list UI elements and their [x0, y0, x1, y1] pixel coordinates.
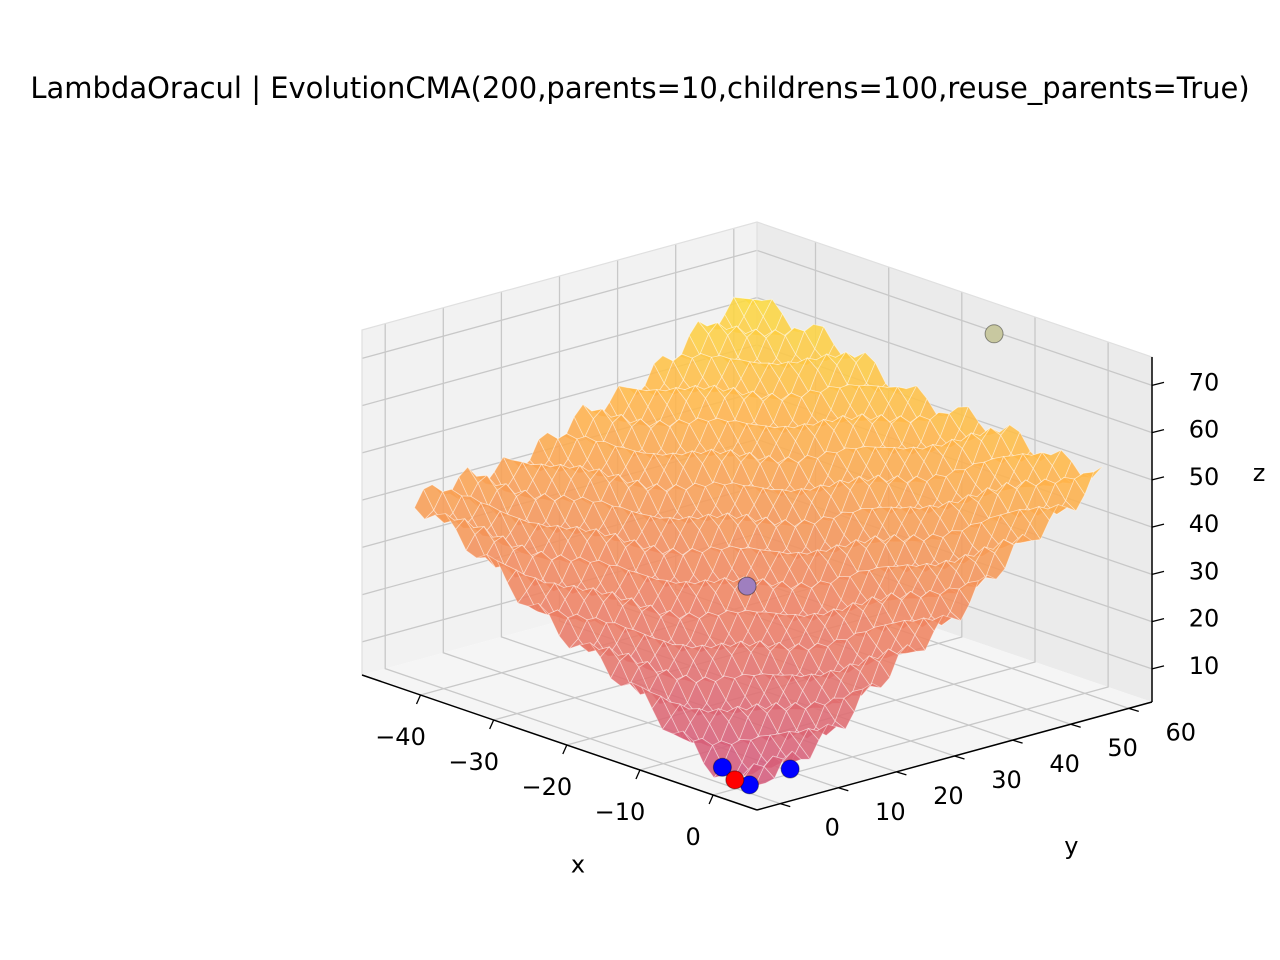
x-tick-mark: [415, 694, 422, 705]
surface-facet: [763, 755, 784, 780]
z-tick-mark: [1151, 665, 1165, 670]
grid-line-x: [712, 342, 1109, 796]
y-axis-label: y: [1064, 832, 1078, 860]
surface-facet: [834, 697, 855, 730]
scatter-point: [780, 759, 800, 779]
y-tick-mark: [1012, 739, 1023, 744]
z-tick-label: 10: [1189, 652, 1220, 680]
x-tick-mark: [489, 719, 495, 730]
z-tick-mark: [1151, 523, 1165, 528]
y-tick-mark: [896, 771, 907, 776]
scatter-points: [712, 324, 1004, 795]
surface-facet: [1011, 533, 1033, 545]
z-tick-label: 20: [1189, 605, 1220, 633]
scatter-point: [712, 757, 732, 777]
y-tick-mark: [780, 803, 791, 808]
grid-line-y: [384, 323, 781, 805]
y-tick-mark: [954, 755, 965, 760]
surface-facet: [888, 644, 908, 656]
x-tick-mark: [708, 794, 714, 805]
z-tick-label: 70: [1189, 368, 1220, 396]
surface-facet: [754, 765, 776, 787]
x-tick-mark: [562, 744, 568, 755]
tick-labels: −40 −30 −20 −10 0 0 10 20 30 40 50 60 10 20 30 40 50 60 70: [375, 368, 1219, 851]
surface-facet: [985, 552, 1006, 580]
x-tick-mark: [635, 769, 641, 780]
y-tick-label: 10: [875, 798, 906, 826]
y-tick-label: 40: [1049, 750, 1080, 778]
y-tick-label: 20: [933, 782, 964, 810]
surface-plot: [414, 296, 1103, 787]
scatter-point: [737, 576, 757, 596]
z-tick-label: 50: [1189, 463, 1220, 491]
z-tick-mark: [1151, 618, 1165, 623]
y-tick-label: 0: [825, 814, 840, 842]
y-tick-label: 30: [991, 766, 1022, 794]
y-tick-mark: [1128, 707, 1139, 712]
z-tick-mark: [1151, 428, 1165, 434]
y-tick-mark: [838, 787, 849, 792]
z-tick-mark: [1151, 381, 1165, 386]
surface-facet: [1065, 478, 1086, 512]
scatter-point: [984, 324, 1004, 344]
z-tick-label: 40: [1189, 510, 1220, 538]
z-tick-mark: [1151, 476, 1165, 481]
x-tick-label: −30: [448, 748, 499, 776]
surface-facet: [895, 644, 918, 655]
z-tick-label: 60: [1189, 416, 1220, 444]
y-tick-label: 50: [1107, 734, 1138, 762]
x-tick-label: −20: [521, 773, 572, 801]
x-tick-label: −10: [595, 798, 646, 826]
chart-title: LambdaOracul | EvolutionCMA(200,parents=…: [30, 71, 1249, 105]
scatter-point: [725, 770, 745, 790]
y-tick-label: 60: [1165, 718, 1196, 746]
z-tick-mark: [1151, 570, 1165, 576]
x-axis-line: [361, 674, 758, 811]
z-axis-label: z: [1253, 459, 1266, 487]
y-tick-mark: [1070, 723, 1081, 728]
z-tick-label: 30: [1189, 557, 1220, 585]
x-tick-label: 0: [685, 823, 700, 851]
x-tick-label: −40: [375, 723, 426, 751]
x-axis-label: x: [571, 851, 585, 879]
